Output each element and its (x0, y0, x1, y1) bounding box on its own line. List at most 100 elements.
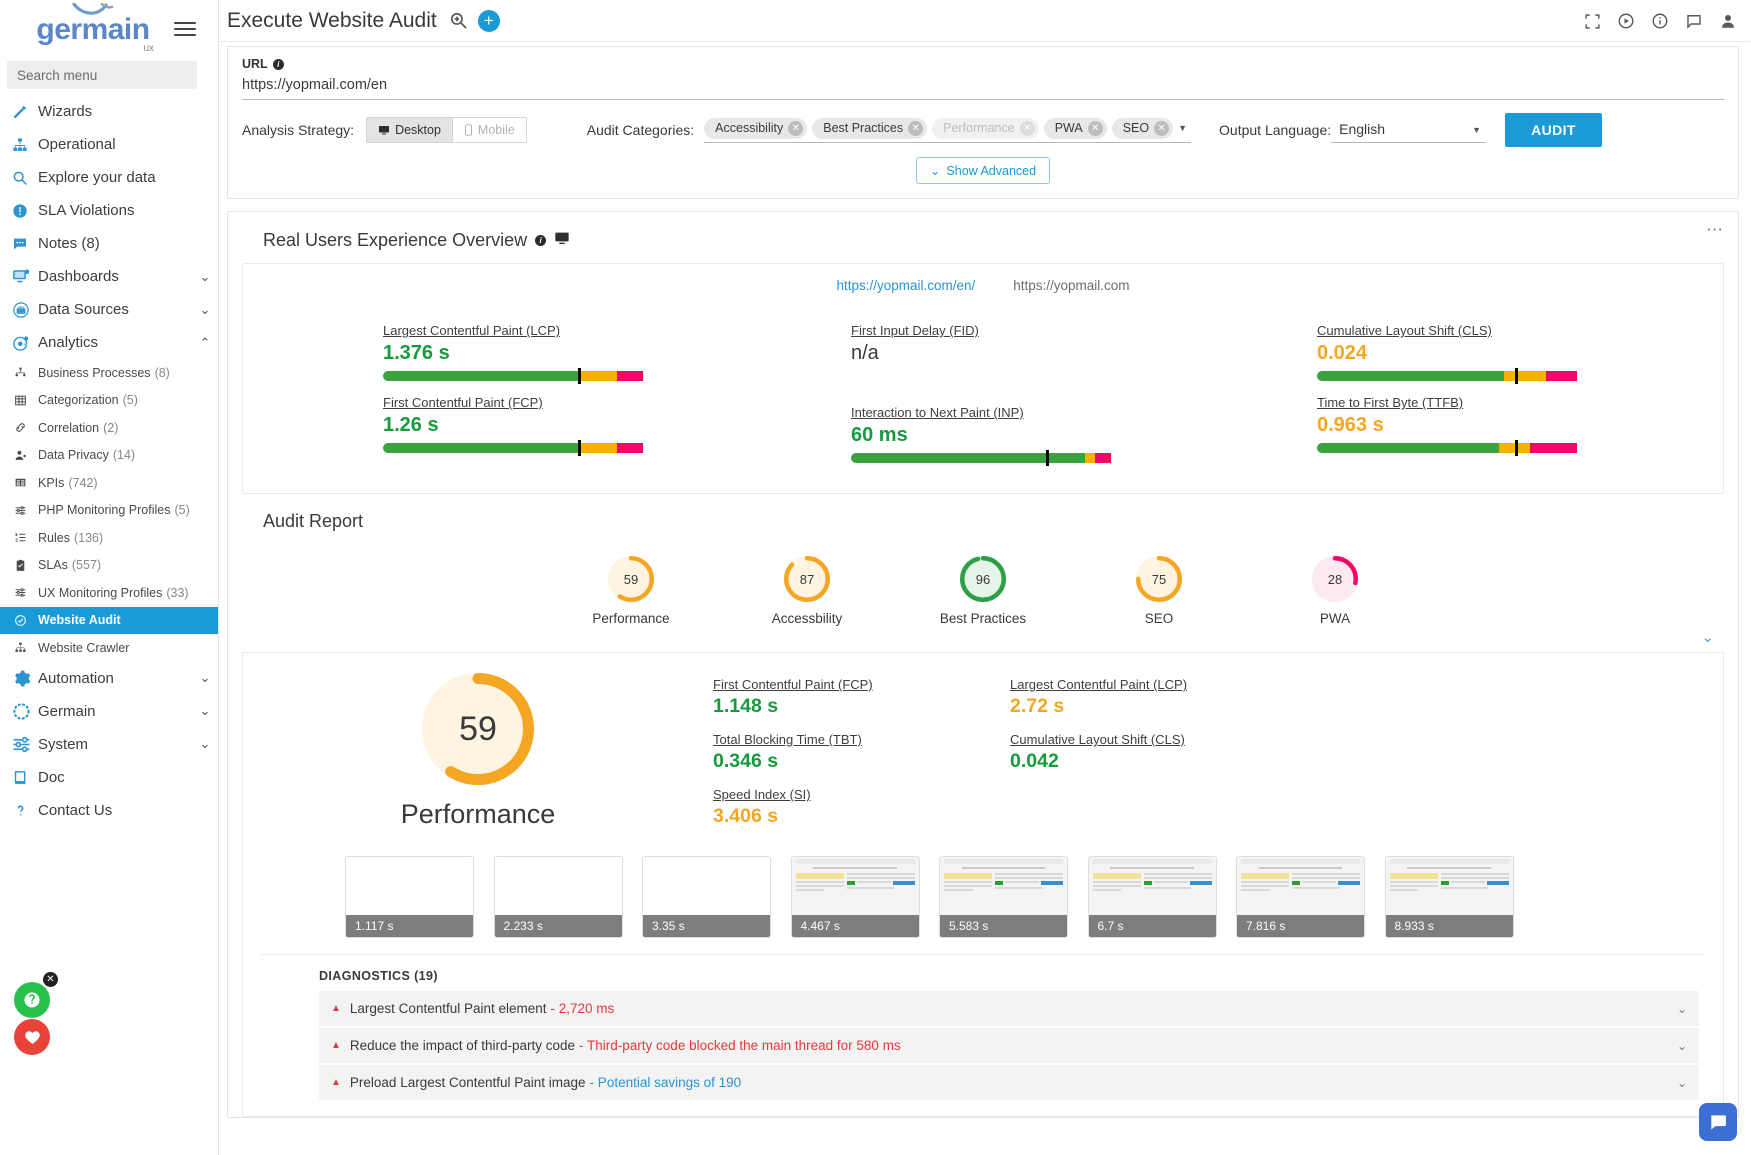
gauge-best-practices[interactable]: 96 Best Practices (928, 556, 1038, 626)
chevron-icon[interactable]: ⌃ (199, 334, 211, 350)
diagnostic-row[interactable]: ▲ Largest Contentful Paint element - 2,720… (319, 991, 1699, 1028)
sidebar-item-data-privacy[interactable]: Data Privacy (14) (0, 442, 218, 470)
chevron-icon[interactable]: ⌄ (199, 301, 211, 317)
info-icon[interactable]: i (535, 235, 547, 246)
performance-metric-label[interactable]: Largest Contentful Paint (LCP) (1010, 677, 1188, 692)
help-widget-button[interactable] (14, 982, 50, 1018)
filmstrip-frame[interactable]: 4.467 s (790, 856, 920, 938)
gauge-performance[interactable]: 59 Performance (576, 556, 686, 626)
category-chip-seo[interactable]: SEO ✕ (1111, 117, 1174, 139)
sidebar-item-php-monitoring-profiles[interactable]: PHP Monitoring Profiles (5) (0, 497, 218, 525)
performance-metric-label[interactable]: Speed Index (SI) (713, 787, 811, 802)
rux-tab-active[interactable]: https://yopmail.com/en/ (836, 278, 976, 293)
notification-widget-button[interactable] (14, 1019, 50, 1055)
chevron-down-icon[interactable]: ⌄ (1676, 1001, 1687, 1016)
category-chip-best-practices[interactable]: Best Practices ✕ (812, 117, 928, 139)
sidebar-item-automation[interactable]: Automation ⌄ (0, 662, 218, 695)
filmstrip-frame[interactable]: 3.35 s (642, 856, 771, 938)
sidebar-item-operational[interactable]: Operational (0, 128, 218, 161)
chevron-icon[interactable]: ⌄ (199, 703, 211, 718)
sidebar-item-contact-us[interactable]: Contact Us (0, 794, 218, 827)
sidebar-item-wizards[interactable]: Wizards (0, 95, 218, 128)
sidebar-item-rules[interactable]: Rules (136) (0, 524, 218, 552)
performance-metric-label[interactable]: Cumulative Layout Shift (CLS) (1010, 732, 1185, 747)
diagnostic-row[interactable]: ▲ Reduce the impact of third-party code - … (319, 1028, 1699, 1065)
chevron-down-icon[interactable]: ▼ (1178, 123, 1188, 133)
magnifier-plus-icon[interactable] (449, 11, 468, 30)
chevron-down-icon[interactable]: ⌄ (1676, 1075, 1687, 1090)
output-language-select[interactable]: English (1331, 117, 1487, 143)
chat-icon[interactable] (1685, 12, 1703, 30)
rux-tab-origin[interactable]: https://yopmail.com (1013, 278, 1130, 293)
performance-metric-label[interactable]: First Contentful Paint (FCP) (713, 677, 873, 692)
sidebar-item-system[interactable]: System ⌄ (0, 728, 218, 761)
expand-chevron-icon[interactable]: ⌄ (1701, 629, 1714, 646)
filmstrip-frame[interactable]: 6.7 s (1087, 856, 1217, 938)
chevron-down-icon[interactable]: ⌄ (1676, 1038, 1687, 1053)
performance-metric-label[interactable]: Total Blocking Time (TBT) (713, 732, 862, 747)
sidebar-item-correlation[interactable]: Correlation (2) (0, 414, 218, 442)
show-advanced-button[interactable]: ⌄ Show Advanced (915, 157, 1051, 184)
url-input[interactable] (242, 71, 1724, 100)
sidebar-item-dashboards[interactable]: Dashboards ⌄ (0, 260, 218, 293)
analysis-strategy-toggle[interactable]: Desktop Mobile (366, 117, 527, 143)
strategy-desktop-option[interactable]: Desktop (367, 118, 452, 142)
user-icon[interactable] (1719, 12, 1737, 30)
play-icon[interactable] (1617, 12, 1635, 30)
rux-metric-label[interactable]: First Input Delay (FID) (851, 323, 979, 338)
card-options-icon[interactable]: ⋯ (1706, 220, 1724, 239)
filmstrip-frame[interactable]: 5.583 s (939, 856, 1068, 938)
rux-metric-label[interactable]: Cumulative Layout Shift (CLS) (1317, 323, 1492, 338)
sidebar-item-explore-your-data[interactable]: Explore your data (0, 161, 218, 194)
sidebar-item-data-sources[interactable]: Data Sources ⌄ (0, 293, 218, 326)
rux-metric-label[interactable]: Largest Contentful Paint (LCP) (383, 323, 561, 338)
gauge-accessbility[interactable]: 87 Accessbility (752, 556, 862, 626)
gauge-pwa[interactable]: 28 PWA (1280, 556, 1390, 626)
info-icon[interactable]: i (272, 58, 284, 70)
close-icon[interactable]: ✕ (1154, 120, 1170, 136)
add-icon[interactable]: + (477, 9, 500, 32)
audit-button[interactable]: AUDIT (1505, 113, 1602, 147)
category-chip-pwa[interactable]: PWA ✕ (1043, 117, 1107, 139)
filmstrip-frame[interactable]: 2.233 s (493, 856, 623, 938)
chevron-icon[interactable]: ⌄ (199, 268, 211, 284)
rux-metric-label[interactable]: Time to First Byte (TTFB) (1317, 395, 1464, 410)
chevron-icon[interactable]: ⌄ (199, 670, 211, 685)
close-icon[interactable]: ✕ (908, 120, 924, 136)
close-widget-icon[interactable]: ✕ (43, 972, 58, 987)
sidebar-item-germain[interactable]: Germain ⌄ (0, 695, 218, 728)
audit-categories-field[interactable]: Accessibility ✕ Best Practices ✕ Performance… (704, 117, 1192, 143)
close-icon[interactable]: ✕ (1087, 120, 1103, 136)
category-chip-performance[interactable]: Performance ✕ (932, 117, 1039, 139)
desktop-icon[interactable] (554, 230, 570, 251)
sidebar-item-analytics[interactable]: Analytics ⌃ (0, 326, 218, 359)
chevron-icon[interactable]: ⌄ (199, 736, 211, 751)
sidebar-item-notes-8[interactable]: Notes (8) (0, 227, 218, 260)
sidebar-item-business-processes[interactable]: Business Processes (8) (0, 359, 218, 387)
diagnostic-row[interactable]: ▲ Preload Largest Contentful Paint image -… (319, 1065, 1699, 1102)
filmstrip-frame[interactable]: 1.117 s (345, 856, 474, 938)
sidebar-item-website-crawler[interactable]: Website Crawler (0, 634, 218, 662)
close-icon[interactable]: ✕ (788, 120, 804, 136)
rux-metric-label[interactable]: First Contentful Paint (FCP) (383, 395, 543, 410)
hamburger-menu-icon[interactable] (174, 18, 196, 40)
info-icon[interactable] (1651, 12, 1669, 30)
gauge-seo[interactable]: 75 SEO (1104, 556, 1214, 626)
close-icon[interactable]: ✕ (1019, 120, 1035, 136)
search-menu-input[interactable]: Search menu (7, 61, 197, 89)
strategy-mobile-option[interactable]: Mobile (451, 118, 526, 142)
support-chat-button[interactable] (1699, 1103, 1737, 1141)
sidebar-item-website-audit[interactable]: Website Audit (0, 606, 218, 634)
sidebar-item-ux-monitoring-profiles[interactable]: UX Monitoring Profiles (33) (0, 579, 218, 607)
sidebar-item-categorization[interactable]: Categorization (5) (0, 387, 218, 415)
sidebar-item-doc[interactable]: Doc (0, 761, 218, 794)
rux-metric-label[interactable]: Interaction to Next Paint (INP) (851, 405, 1024, 420)
sidebar-item-kpis[interactable]: KPIs (742) (0, 469, 218, 497)
filmstrip-frame[interactable]: 7.816 s (1236, 856, 1365, 938)
filmstrip-frame[interactable]: 8.933 s (1384, 856, 1514, 938)
sidebar-item-sla-violations[interactable]: SLA Violations (0, 194, 218, 227)
category-chip-accessibility[interactable]: Accessibility ✕ (704, 117, 808, 139)
germain-logo[interactable]: germain ux (0, 3, 170, 54)
fullscreen-icon[interactable] (1584, 13, 1601, 30)
sidebar-item-slas[interactable]: SLAs (557) (0, 552, 218, 580)
